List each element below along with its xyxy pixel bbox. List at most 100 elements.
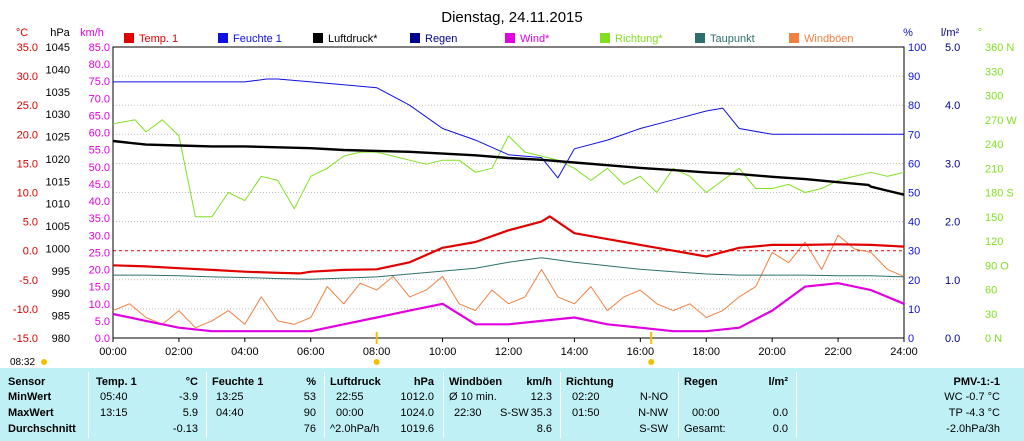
pmv-header: PMV-1:-1 <box>953 376 1000 388</box>
legend-swatch <box>505 33 515 43</box>
legend-swatch <box>124 33 134 43</box>
tick-label-direction: 330 <box>985 66 1003 78</box>
tick-label-wind: 0.0 <box>95 333 110 345</box>
tick-label-humidity: 70 <box>908 129 920 141</box>
tick-label-pressure: 1040 <box>46 64 70 76</box>
richtung-max: N-NW <box>638 407 668 419</box>
weather-chart: Dienstag, 24.11.2015 Temp. 1 Feuchte 1 Luf… <box>13 9 1017 365</box>
series-line-wind- <box>112 282 905 333</box>
x-tick-label: 08:00 <box>363 346 391 358</box>
time-marker-dot <box>373 359 380 365</box>
regen-max-time: 00:00 <box>692 407 720 419</box>
row-label-max: MaxWert <box>8 407 54 419</box>
tick-label-temp: 20.0 <box>17 129 38 141</box>
tick-label-wind: 80.0 <box>89 59 110 71</box>
stats-panel: Sensor MinWert MaxWert Durchschnitt Temp… <box>0 368 1024 441</box>
x-tick-label: 18:00 <box>692 346 720 358</box>
series-line-taupunkt <box>113 257 905 280</box>
tick-label-humidity: 80 <box>908 100 920 112</box>
x-tick-label: 12:00 <box>495 346 523 358</box>
richtung-max-time: 01:50 <box>572 407 600 419</box>
luftdruck-min: 1012.0 <box>400 391 434 403</box>
legend-swatch <box>789 33 799 43</box>
temp-avg: -0.13 <box>172 423 198 435</box>
axis-unit-temp: °C <box>16 27 28 39</box>
row-label-sensor: Sensor <box>8 376 46 388</box>
x-tick-label: 10:00 <box>429 346 457 358</box>
legend-label: Temp. 1 <box>139 33 178 45</box>
tick-label-wind: 15.0 <box>89 282 110 294</box>
axis-unit-pressure: hPa <box>50 27 70 39</box>
series-line-luftdruck- <box>112 139 905 196</box>
tick-label-temp: -15.0 <box>13 333 38 345</box>
temp-min: -3.9 <box>179 391 198 403</box>
legend-label: Feuchte 1 <box>233 33 282 45</box>
pmv-wc: WC -0.7 °C <box>944 391 1000 403</box>
tick-label-wind: 5.0 <box>95 316 110 328</box>
series-group <box>112 78 905 333</box>
feuchte-avg: 76 <box>303 423 316 435</box>
tick-label-direction: 240 <box>985 139 1003 151</box>
series-line-richtung- <box>112 119 905 218</box>
feuchte-min-time: 13:25 <box>216 391 244 403</box>
legend-label: Luftdruck* <box>328 33 378 45</box>
regen-total: 0.0 <box>772 423 788 435</box>
legend-label: Wind* <box>520 33 550 45</box>
tick-label-humidity: 60 <box>908 158 920 170</box>
windboeen-avg10-label: Ø 10 min. <box>449 391 497 403</box>
tick-label-rain: 1.0 <box>945 275 960 287</box>
legend-swatch <box>313 33 323 43</box>
legend-label: Taupunkt <box>710 33 755 45</box>
tick-label-humidity: 30 <box>908 246 920 258</box>
windboeen-avg: 8.6 <box>536 423 552 435</box>
tick-label-humidity: 10 <box>908 304 920 316</box>
tick-label-pressure: 995 <box>52 266 70 278</box>
panel-divider <box>443 372 444 438</box>
series-line-feuchte-1 <box>113 78 904 179</box>
chart-title: Dienstag, 24.11.2015 <box>441 9 583 26</box>
markers <box>41 332 655 365</box>
axis-unit-humidity: % <box>903 27 913 39</box>
tick-label-pressure: 1025 <box>46 132 70 144</box>
tick-label-wind: 35.0 <box>89 213 110 225</box>
x-tick-label: 04:00 <box>231 346 259 358</box>
x-axis: 00:00 02:00 04:00 06:00 08:00 10:00 12:00 14:00… <box>99 338 918 358</box>
row-label-avg: Durchschnitt <box>8 423 76 435</box>
legend-label: Regen <box>425 33 457 45</box>
luftdruck-header: Luftdruck <box>330 376 381 388</box>
tick-label-direction: 60 <box>985 285 997 297</box>
legend: Temp. 1 Feuchte 1 Luftdruck* Regen Wind* Rich… <box>124 33 854 45</box>
row-label-min: MinWert <box>8 391 52 403</box>
tick-label-temp: 5.0 <box>23 217 38 229</box>
panel-divider <box>324 372 325 438</box>
tick-label-pressure: 980 <box>52 333 70 345</box>
windboeen-header: Windböen <box>449 376 503 388</box>
panel-divider <box>206 372 207 438</box>
tick-label-humidity: 90 <box>908 71 920 83</box>
tick-label-rain: 4.0 <box>945 100 960 112</box>
windboeen-max-time: 22:30 <box>454 407 482 419</box>
richtung-header: Richtung <box>566 376 614 388</box>
legend-swatch <box>695 33 705 43</box>
tick-label-pressure: 1035 <box>46 87 70 99</box>
legend-swatch <box>218 33 228 43</box>
tick-label-wind: 50.0 <box>89 162 110 174</box>
tick-label-rain: 0.0 <box>945 333 960 345</box>
tick-label-wind: 60.0 <box>89 128 110 140</box>
tick-label-temp: -10.0 <box>13 304 38 316</box>
tick-label-pressure: 990 <box>52 288 70 300</box>
tick-label-pressure: 1005 <box>46 221 70 233</box>
tick-label-humidity: 40 <box>908 217 920 229</box>
feuchte-min: 53 <box>303 391 316 403</box>
temp-max-time: 13:15 <box>100 407 128 419</box>
right-axes: 10090807060504030201005.04.03.02.01.00.0… <box>908 42 1017 345</box>
temp-min-time: 05:40 <box>100 391 128 403</box>
x-tick-label: 02:00 <box>165 346 193 358</box>
tick-label-temp: 0.0 <box>23 246 38 258</box>
windboeen-max-dir: S-SW <box>500 407 529 419</box>
legend-label: Windböen <box>804 33 854 45</box>
series-line-windb-en <box>112 234 905 329</box>
x-tick-label: 06:00 <box>297 346 325 358</box>
pmv-trend: -2.0hPa/3h <box>946 423 1000 435</box>
regen-header: Regen <box>684 376 718 388</box>
